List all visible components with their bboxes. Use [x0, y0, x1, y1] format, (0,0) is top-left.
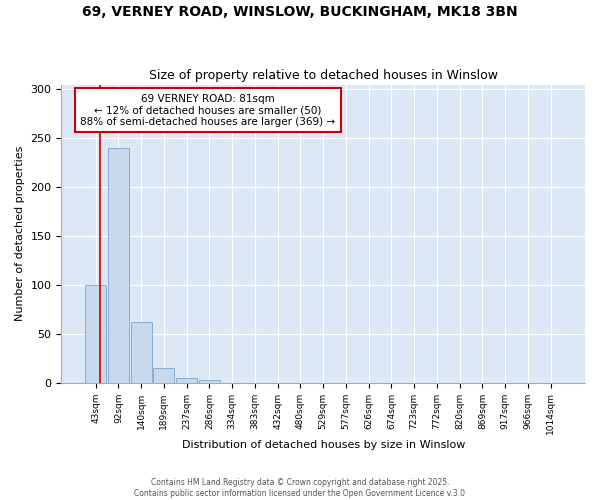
Bar [154, 368, 175, 382]
Text: 69 VERNEY ROAD: 81sqm
← 12% of detached houses are smaller (50)
88% of semi-deta: 69 VERNEY ROAD: 81sqm ← 12% of detached … [80, 94, 335, 126]
Text: Contains HM Land Registry data © Crown copyright and database right 2025.
Contai: Contains HM Land Registry data © Crown c… [134, 478, 466, 498]
Title: Size of property relative to detached houses in Winslow: Size of property relative to detached ho… [149, 69, 498, 82]
Y-axis label: Number of detached properties: Number of detached properties [15, 146, 25, 322]
Bar [199, 380, 220, 382]
Bar [108, 148, 129, 382]
Bar [131, 322, 152, 382]
Bar [176, 378, 197, 382]
X-axis label: Distribution of detached houses by size in Winslow: Distribution of detached houses by size … [182, 440, 465, 450]
Text: 69, VERNEY ROAD, WINSLOW, BUCKINGHAM, MK18 3BN: 69, VERNEY ROAD, WINSLOW, BUCKINGHAM, MK… [82, 5, 518, 19]
Bar [85, 285, 106, 382]
